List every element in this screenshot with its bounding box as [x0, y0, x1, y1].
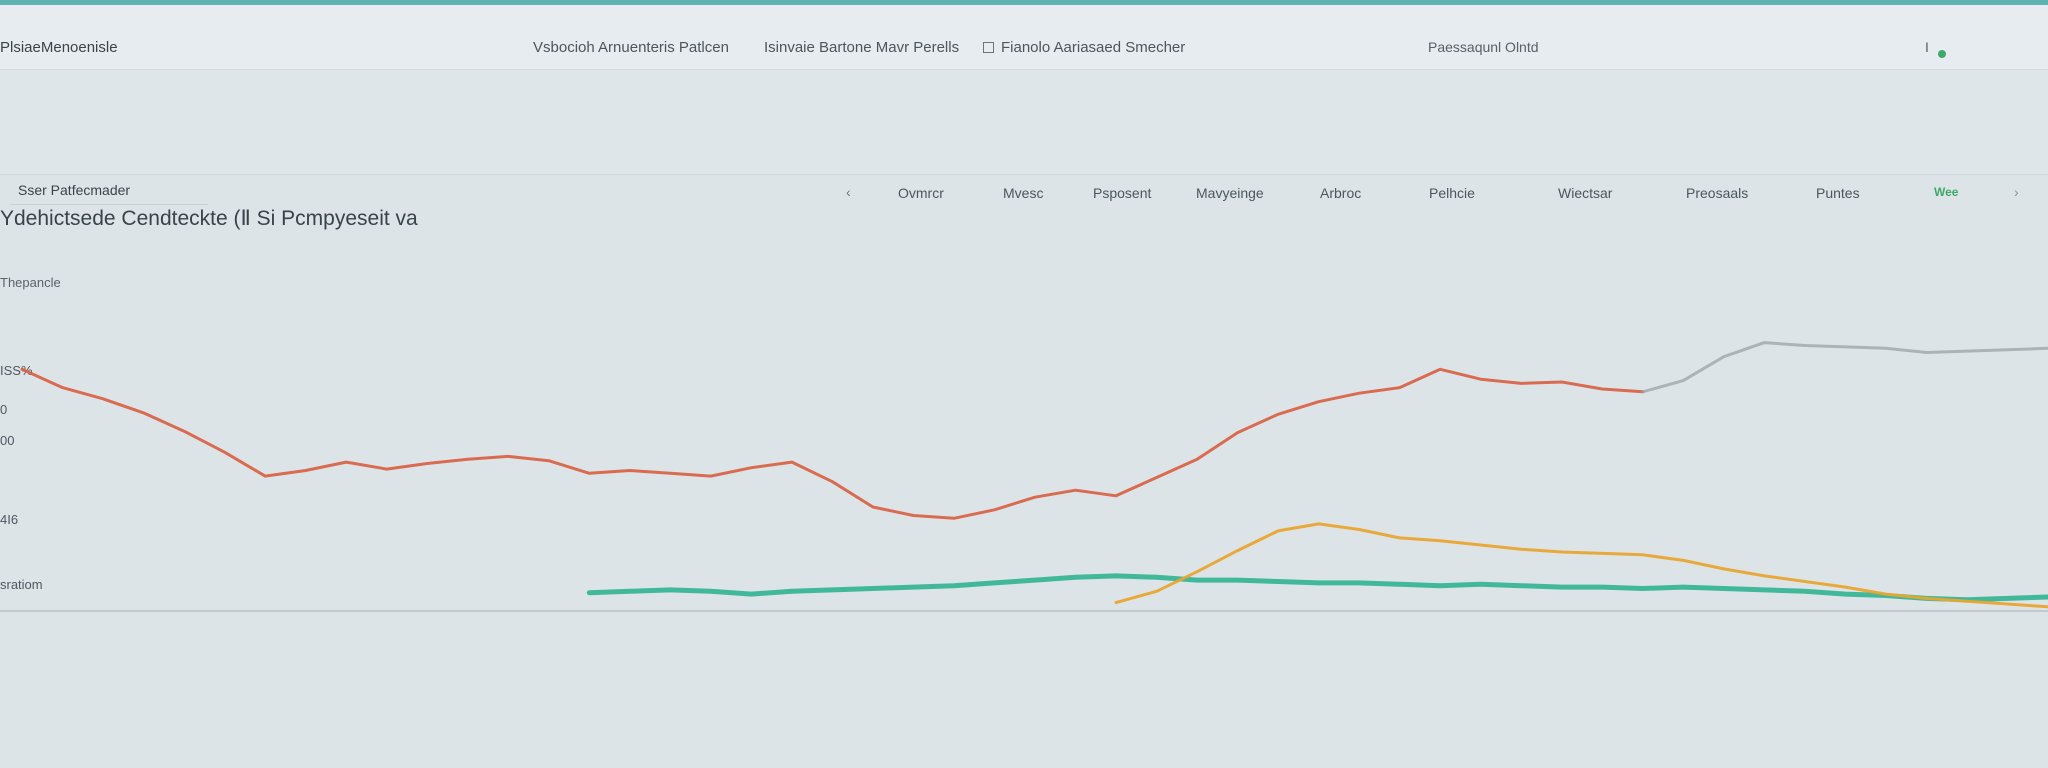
series-line-4: [1114, 522, 2048, 609]
tab-9[interactable]: Puntes: [1816, 185, 1860, 201]
nav-link-3[interactable]: Fianolo Aariasaed Smecher: [1001, 39, 1186, 56]
series-line-2: [1641, 341, 2048, 394]
nav-link-2[interactable]: Isinvaie Bartone Mavr Perells: [764, 39, 960, 56]
tab-4[interactable]: Mavyeinge: [1196, 185, 1264, 201]
y-tick-label: ISS%: [0, 363, 33, 378]
y-axis-title: Thepancle: [0, 275, 61, 290]
header-status-text: Paessaqunl Olntd: [1428, 39, 1539, 55]
search-input[interactable]: Sser Patfecmader: [10, 176, 208, 205]
tab-1[interactable]: Ovmrcr: [898, 185, 944, 201]
header-indicator: I: [1925, 39, 1929, 55]
chart-title: Ydehictsede Cendteckte (Ⅱ Si Pcmpyeseit …: [0, 207, 418, 230]
tab-2[interactable]: Mvesc: [1003, 185, 1044, 201]
tab-6[interactable]: Pelhcie: [1429, 185, 1475, 201]
y-tick-label: 0: [0, 402, 8, 417]
app-title: PlsiaeMenoenisle: [0, 39, 118, 56]
y-tick-label: 4I6: [0, 512, 19, 527]
action-button[interactable]: Wee: [1934, 185, 1959, 199]
tab-8[interactable]: Preosaals: [1686, 185, 1749, 201]
tab-3[interactable]: Psposent: [1093, 185, 1152, 201]
more-icon[interactable]: ›: [2014, 184, 2019, 200]
series-line-1: [20, 367, 1645, 520]
app-header: PlsiaeMenoenisle Vsbocioh Arnuenteris Pa…: [0, 5, 2048, 70]
y-tick-label: 00: [0, 433, 15, 448]
series-line-3: [586, 573, 2048, 603]
y-tick-label: sratiom: [0, 577, 43, 592]
chevron-left-icon[interactable]: ‹: [846, 184, 851, 200]
filter-toolbar: Sser Patfecmader ‹ Ovmrcr Mvesc Psposent…: [0, 70, 2048, 205]
tab-7[interactable]: Wiectsar: [1558, 185, 1613, 201]
tab-5[interactable]: Arbroc: [1320, 185, 1362, 201]
square-icon: [983, 42, 994, 53]
nav-link-1[interactable]: Vsbocioh Arnuenteris Patlcen: [533, 39, 729, 56]
status-dot-icon: [1938, 50, 1946, 58]
top-accent-bar: [0, 0, 2048, 5]
